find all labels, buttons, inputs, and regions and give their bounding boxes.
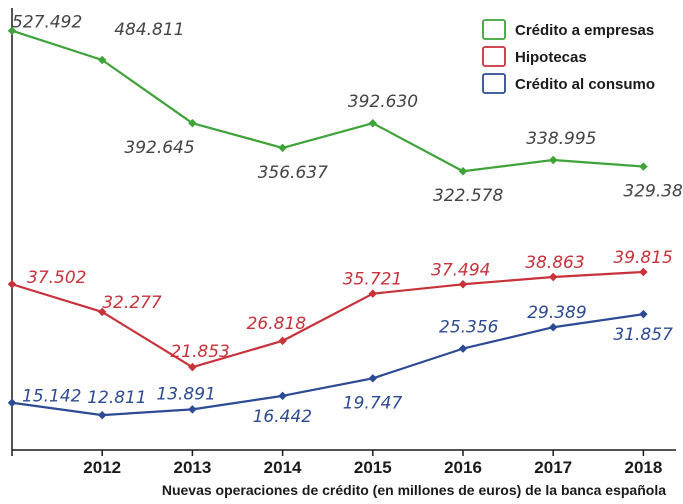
legend-label: Hipotecas xyxy=(515,49,587,66)
data-label: 392.630 xyxy=(348,92,418,112)
data-point xyxy=(278,143,287,153)
data-label: 16.442 xyxy=(253,407,312,427)
data-label: 356.637 xyxy=(258,163,328,183)
x-tick-label: 2013 xyxy=(173,458,211,477)
data-point xyxy=(458,280,468,289)
data-point xyxy=(278,336,287,346)
data-point xyxy=(97,55,107,65)
data-label: 38.863 xyxy=(525,253,584,273)
data-point xyxy=(97,307,107,317)
data-point xyxy=(97,410,107,420)
data-label: 26.818 xyxy=(247,314,307,334)
series-2: 37.502 32.277 21.853 26.818 35.721 37.494 38.8… xyxy=(7,248,673,372)
data-label: 484.811 xyxy=(114,20,184,40)
legend-swatch xyxy=(482,46,506,67)
legend-label: Crédito a empresas xyxy=(515,22,654,39)
x-tick-label: 2012 xyxy=(83,458,121,477)
data-point xyxy=(188,118,197,128)
data-point xyxy=(368,289,378,298)
data-point xyxy=(368,374,378,383)
data-label: 322.578 xyxy=(433,186,503,206)
data-label: 21.853 xyxy=(170,342,229,362)
data-point xyxy=(639,162,648,171)
legend-swatch xyxy=(482,19,506,40)
data-label: 12.811 xyxy=(87,388,146,408)
data-point xyxy=(278,391,287,401)
x-tick-layer: 2012 2013 2014 2015 2016 2017 2018 xyxy=(11,450,662,477)
data-point xyxy=(458,344,468,353)
data-point xyxy=(639,309,648,319)
series-layer: 527.492 484.811 392.645 356.637 392.630 322.5… xyxy=(7,13,683,427)
data-label: 527.492 xyxy=(12,13,82,33)
data-point xyxy=(548,155,558,165)
x-tick-label: 2017 xyxy=(534,458,572,477)
data-label: 329.384 xyxy=(623,182,683,202)
data-point xyxy=(368,118,378,128)
data-label: 338.995 xyxy=(526,129,596,149)
series-3: 15.142 12.811 13.891 16.442 19.747 25.356 29.3… xyxy=(7,303,673,427)
data-label: 39.815 xyxy=(613,248,672,268)
data-label: 32.277 xyxy=(102,293,162,313)
x-tick-label: 2016 xyxy=(444,458,482,477)
data-point xyxy=(7,279,17,289)
series-line xyxy=(11,270,644,369)
x-tick-label: 2014 xyxy=(264,458,302,477)
data-point xyxy=(188,362,197,372)
data-label: 37.494 xyxy=(431,260,490,280)
data-point xyxy=(639,267,648,277)
data-point xyxy=(458,166,468,176)
data-label: 35.721 xyxy=(343,270,402,290)
series-line xyxy=(11,313,644,417)
data-point xyxy=(548,272,558,282)
x-tick-label: 2015 xyxy=(354,458,392,477)
chart-caption: Nuevas operaciones de crédito (en millon… xyxy=(162,482,666,498)
legend-swatch xyxy=(482,73,506,94)
series-line xyxy=(11,29,644,173)
data-point xyxy=(7,398,17,407)
series-1: 527.492 484.811 392.645 356.637 392.630 322.5… xyxy=(7,13,683,206)
x-tick-label: 2018 xyxy=(624,458,662,477)
data-label: 29.389 xyxy=(527,303,586,323)
data-label: 37.502 xyxy=(27,268,86,288)
data-label: 25.356 xyxy=(439,318,499,338)
legend: Crédito a empresas Hipotecas Crédito al co… xyxy=(482,19,655,94)
data-label: 392.645 xyxy=(124,138,194,158)
data-label: 15.142 xyxy=(22,387,81,407)
data-point xyxy=(188,405,197,414)
legend-label: Crédito al consumo xyxy=(515,76,655,93)
data-point xyxy=(548,322,558,332)
data-label: 31.857 xyxy=(613,325,673,345)
data-label: 13.891 xyxy=(156,384,215,404)
data-label: 19.747 xyxy=(343,393,403,413)
